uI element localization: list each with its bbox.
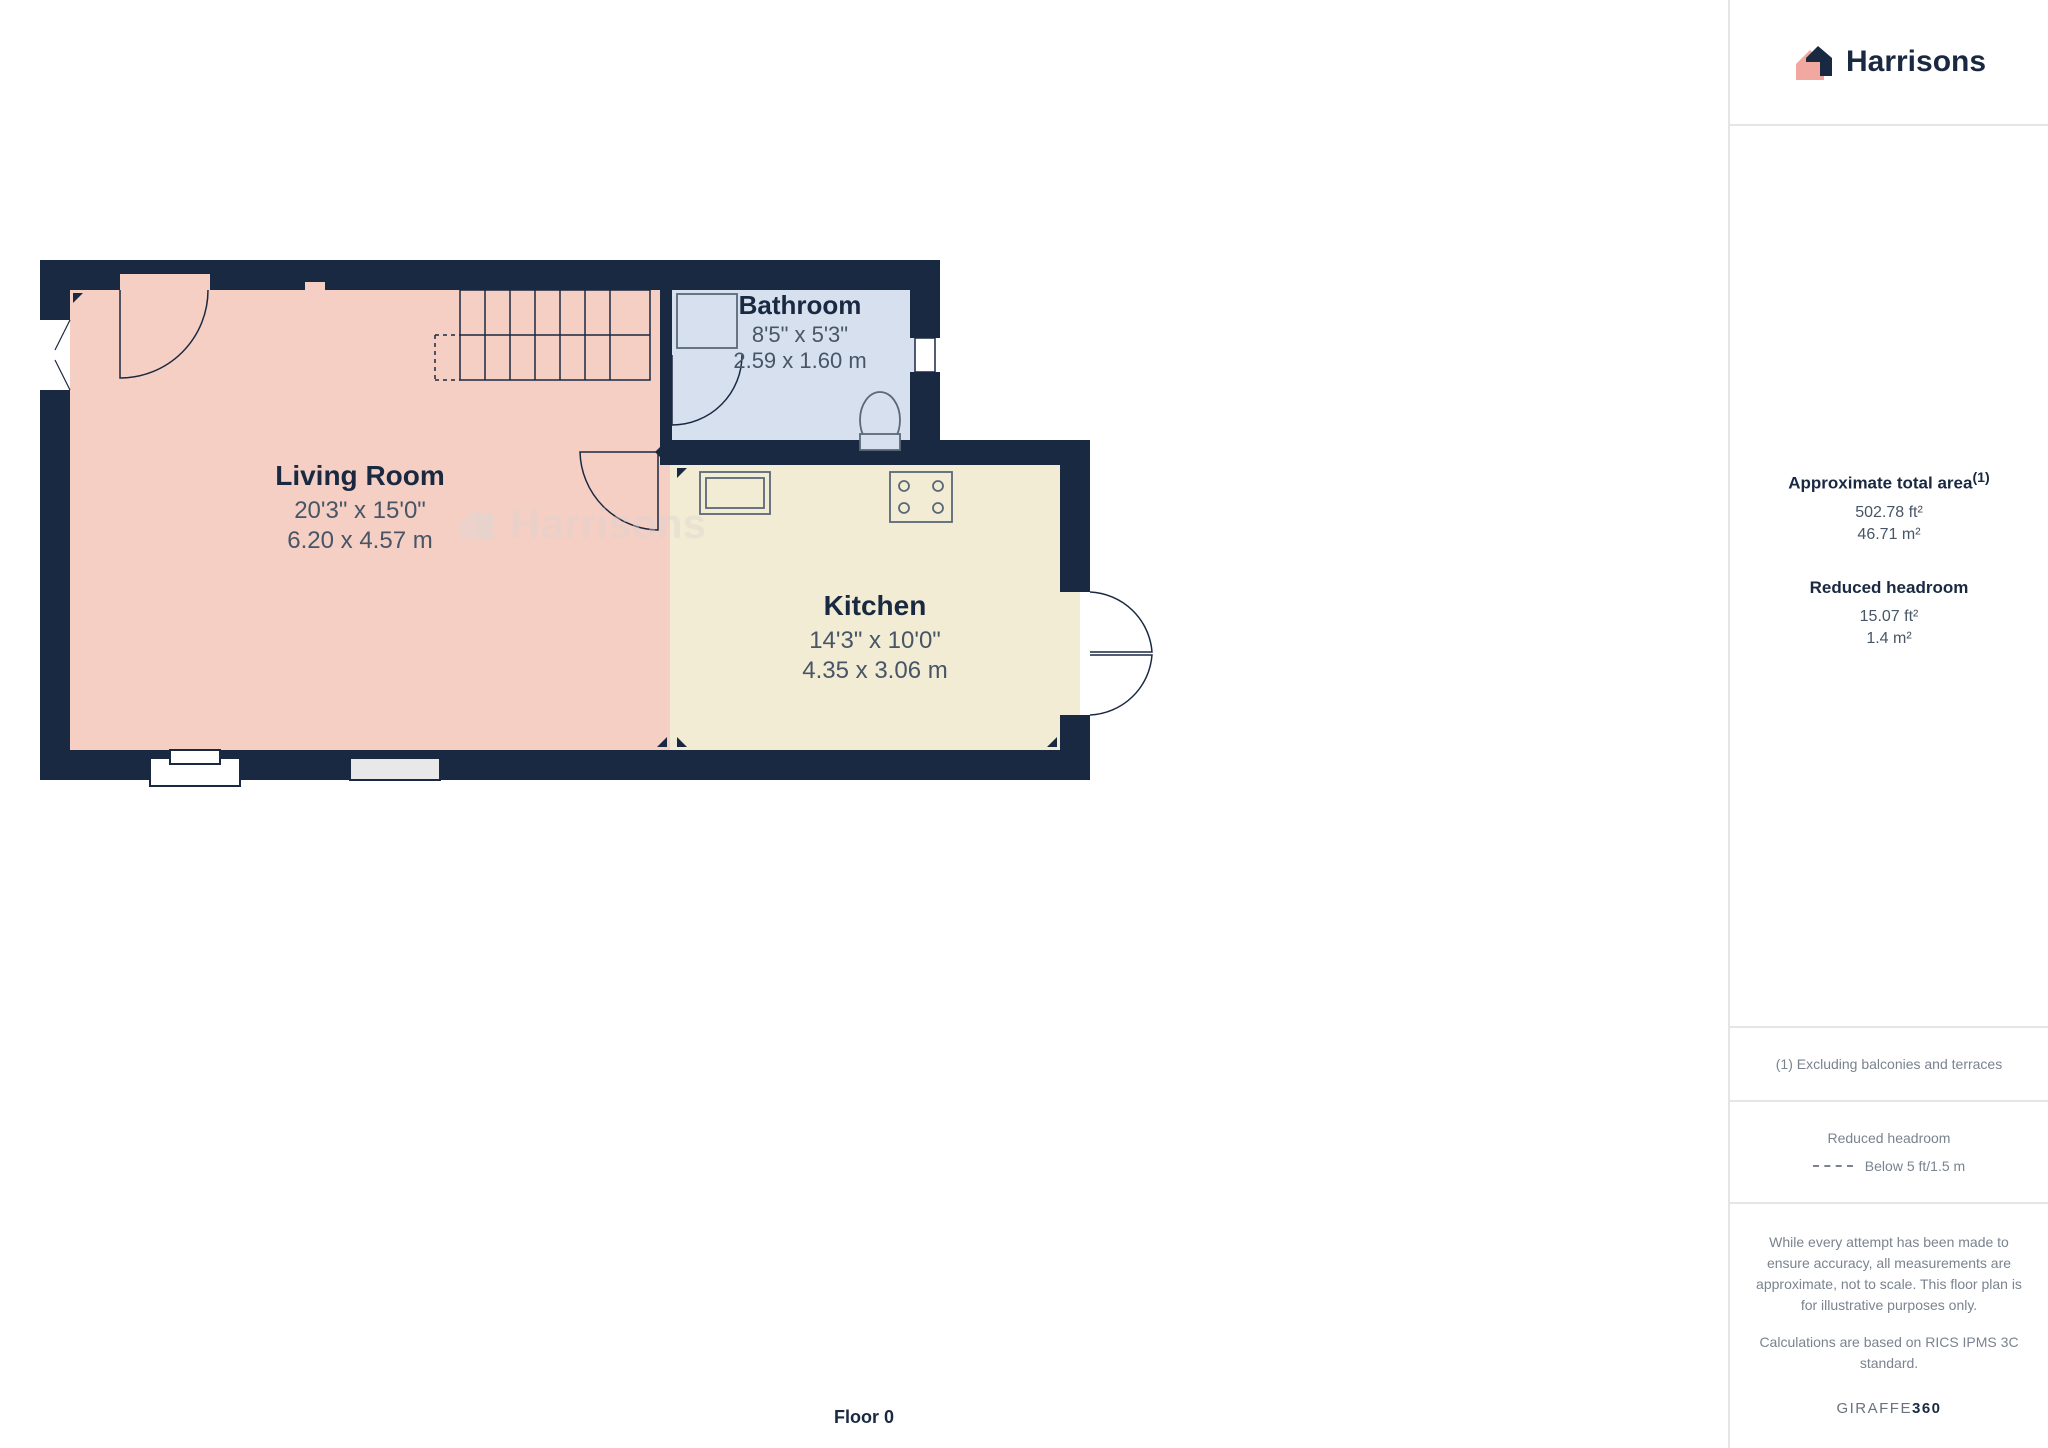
calc-note: Calculations are based on RICS IPMS 3C s… — [1754, 1332, 2024, 1374]
kitchen-label: Kitchen 14'3" x 10'0" 4.35 x 3.06 m — [802, 590, 947, 684]
brand-footer-label: GIRAFFE — [1836, 1400, 1912, 1417]
living-room-title: Living Room — [275, 460, 445, 491]
kitchen-title: Kitchen — [824, 590, 927, 621]
floor-label: Floor 0 — [834, 1407, 894, 1428]
bathroom-dim-metric: 2.59 x 1.60 m — [733, 348, 866, 373]
logo-box: Harrisons — [1730, 0, 2048, 126]
legend-box: Reduced headroom Below 5 ft/1.5 m — [1730, 1102, 2048, 1204]
area-m: 46.71 m² — [1788, 526, 1990, 544]
disclaimer-text: While every attempt has been made to ens… — [1754, 1232, 2024, 1316]
living-room-label: Living Room 20'3" x 15'0" 6.20 x 4.57 m — [275, 460, 445, 554]
area-title: Approximate total area(1) — [1788, 470, 1990, 494]
area-info: Approximate total area(1) 502.78 ft² 46.… — [1730, 126, 2048, 1028]
legend-heading: Reduced headroom — [1750, 1130, 2028, 1146]
area-title-text: Approximate total area — [1788, 474, 1972, 493]
brand-footer-bold: 360 — [1912, 1400, 1942, 1417]
living-room-dim-imperial: 20'3" x 15'0" — [294, 497, 426, 524]
kitchen-fill — [670, 465, 1080, 780]
floor-plan-canvas: Harrisons Living Room 20'3" x 15'0" 6.20… — [0, 0, 1728, 1448]
reduced-m: 1.4 m² — [1810, 630, 1969, 648]
legend-label: Below 5 ft/1.5 m — [1865, 1158, 1965, 1174]
floor-plan-svg: Harrisons Living Room 20'3" x 15'0" 6.20… — [40, 260, 1160, 820]
area-title-sup: (1) — [1972, 470, 1989, 486]
bathroom-title: Bathroom — [739, 290, 862, 320]
kitchen-dim-imperial: 14'3" x 10'0" — [809, 627, 941, 654]
reduced-ft: 15.07 ft² — [1810, 608, 1969, 626]
sidebar: Harrisons Approximate total area(1) 502.… — [1728, 0, 2048, 1448]
kitchen-dim-metric: 4.35 x 3.06 m — [802, 657, 947, 684]
footnote: (1) Excluding balconies and terraces — [1730, 1028, 2048, 1102]
bath-window — [915, 338, 935, 372]
watermark-text: Harrisons — [510, 500, 706, 547]
reduced-title: Reduced headroom — [1810, 578, 1969, 598]
disclaimer-box: While every attempt has been made to ens… — [1730, 1204, 2048, 1448]
bathroom-dim-imperial: 8'5" x 5'3" — [752, 322, 848, 347]
harrisons-logo-icon — [1792, 40, 1836, 84]
living-room-dim-metric: 6.20 x 4.57 m — [287, 527, 432, 554]
bathroom-label: Bathroom 8'5" x 5'3" 2.59 x 1.60 m — [733, 290, 866, 373]
area-ft: 502.78 ft² — [1788, 504, 1990, 522]
brand-footer: GIRAFFE360 — [1754, 1398, 2024, 1421]
legend-dash-icon — [1813, 1165, 1853, 1167]
brand-name: Harrisons — [1846, 45, 1986, 79]
